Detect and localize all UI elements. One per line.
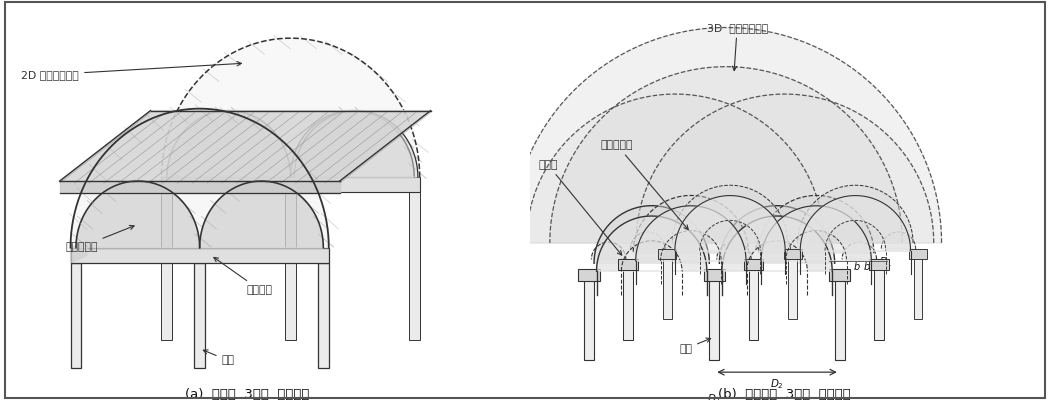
Polygon shape xyxy=(60,181,340,193)
Polygon shape xyxy=(70,109,329,248)
Text: $b$: $b$ xyxy=(854,260,861,272)
Bar xyxy=(70,248,329,262)
Bar xyxy=(286,192,296,340)
Text: 말뚝: 말뚝 xyxy=(204,350,234,366)
Polygon shape xyxy=(672,185,788,243)
Bar xyxy=(783,249,802,259)
Polygon shape xyxy=(635,206,746,261)
Bar xyxy=(529,177,547,192)
Bar xyxy=(869,259,888,270)
Bar xyxy=(743,259,763,270)
Polygon shape xyxy=(167,110,291,177)
Bar xyxy=(709,274,719,360)
Polygon shape xyxy=(291,110,415,177)
Text: $D_3$: $D_3$ xyxy=(708,392,721,400)
Text: 2D 지반아칭영역: 2D 지반아칭영역 xyxy=(21,62,242,80)
Polygon shape xyxy=(70,240,87,262)
Text: $D_2$: $D_2$ xyxy=(770,377,784,391)
Text: (a)  캡보의  3차원  지반아치: (a) 캡보의 3차원 지반아치 xyxy=(185,388,309,400)
Polygon shape xyxy=(756,232,791,249)
Text: 말뚝캡보: 말뚝캡보 xyxy=(214,258,273,295)
Polygon shape xyxy=(596,216,707,271)
Polygon shape xyxy=(798,185,914,243)
Polygon shape xyxy=(526,94,824,243)
Bar xyxy=(828,269,851,281)
Polygon shape xyxy=(717,242,751,259)
Bar xyxy=(789,254,797,319)
Polygon shape xyxy=(842,242,877,259)
Bar xyxy=(658,249,676,259)
Polygon shape xyxy=(294,110,418,177)
Text: 흙쐐기영역: 흙쐐기영역 xyxy=(601,140,688,230)
Bar xyxy=(704,269,726,281)
Polygon shape xyxy=(550,67,902,243)
Bar xyxy=(162,192,172,340)
Polygon shape xyxy=(633,196,749,253)
Polygon shape xyxy=(510,28,942,243)
Polygon shape xyxy=(881,232,916,249)
Bar xyxy=(835,274,845,360)
Text: 말뚝: 말뚝 xyxy=(679,338,711,354)
Bar xyxy=(408,192,420,340)
Polygon shape xyxy=(60,110,430,181)
Bar xyxy=(194,262,205,368)
Polygon shape xyxy=(594,206,710,263)
Polygon shape xyxy=(591,242,626,259)
Bar xyxy=(618,259,638,270)
Polygon shape xyxy=(76,181,200,248)
Bar xyxy=(318,262,329,368)
Bar xyxy=(875,264,884,340)
Polygon shape xyxy=(800,196,910,251)
Polygon shape xyxy=(719,206,835,263)
Polygon shape xyxy=(675,196,785,251)
Bar xyxy=(579,269,600,281)
Polygon shape xyxy=(758,196,874,253)
Text: 흙쐐기영역: 흙쐐기영역 xyxy=(65,226,134,252)
Bar xyxy=(914,254,922,319)
Polygon shape xyxy=(722,216,833,271)
Polygon shape xyxy=(162,38,420,177)
Polygon shape xyxy=(200,181,323,248)
Bar xyxy=(664,254,672,319)
Polygon shape xyxy=(636,94,933,243)
Polygon shape xyxy=(631,232,665,249)
Bar xyxy=(909,249,927,259)
Bar xyxy=(584,274,594,360)
Text: 3D  지반아칭영역: 3D 지반아칭영역 xyxy=(707,22,768,70)
Polygon shape xyxy=(761,206,872,261)
Bar xyxy=(532,192,544,340)
Bar xyxy=(624,264,633,340)
Text: $D_1$: $D_1$ xyxy=(879,256,892,270)
Text: 단독캡: 단독캡 xyxy=(538,160,622,255)
Bar xyxy=(749,264,758,340)
Text: $b$: $b$ xyxy=(863,260,870,272)
Text: (b)  단독캡의  3차원  지반아치: (b) 단독캡의 3차원 지반아치 xyxy=(718,388,852,400)
Bar xyxy=(162,177,420,192)
Bar xyxy=(70,262,82,368)
